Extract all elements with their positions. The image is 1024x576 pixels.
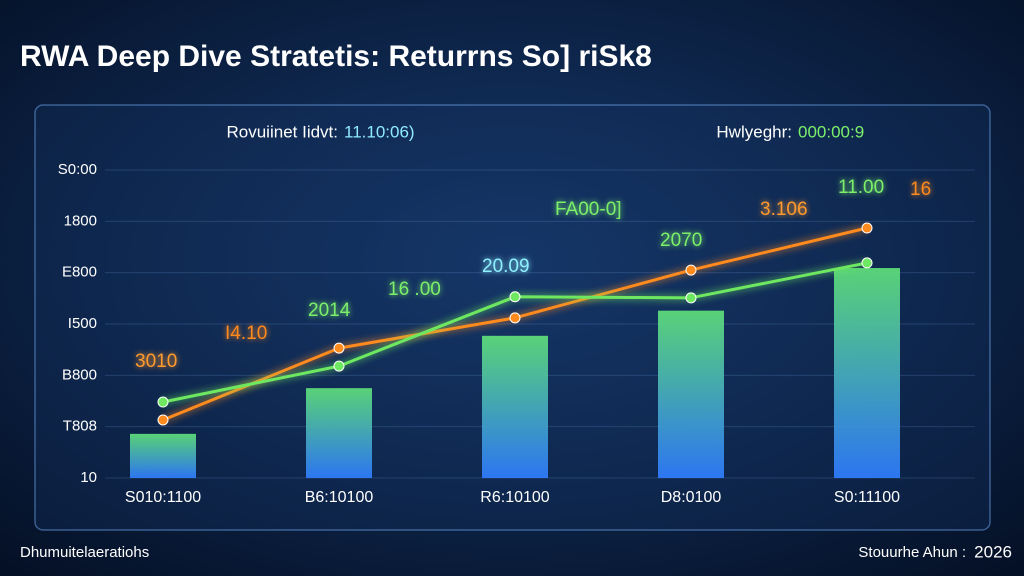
- series-point: [157, 414, 169, 426]
- series-point: [157, 396, 169, 408]
- bar: [482, 335, 548, 478]
- annotation: 3.106: [760, 199, 808, 220]
- annotation: 2070: [660, 230, 702, 251]
- series-point: [685, 264, 697, 276]
- chart-title: RWA Deep Dive Stratetis: Returrns So] ri…: [20, 40, 652, 73]
- footer-left: Dhumuitelaeratiohs: [20, 544, 149, 561]
- x-tick-label: R6:10100: [480, 489, 549, 506]
- series-point: [861, 257, 873, 269]
- series-point: [333, 342, 345, 354]
- bar: [306, 388, 372, 478]
- series-point: [509, 291, 521, 303]
- annotation: FA00-0]: [555, 199, 622, 220]
- bar: [130, 433, 196, 478]
- annotation: 16: [910, 179, 931, 200]
- x-tick-label: D8:0100: [661, 489, 722, 506]
- annotation: 3010: [135, 351, 177, 372]
- annotation: 11.00: [838, 177, 884, 198]
- footer-right-year: 2026: [974, 542, 1012, 561]
- footer-right-label: Stouurhe Ahun :: [858, 544, 966, 561]
- subtitle-left-label: Rovuiinet Iidvt:: [227, 122, 339, 141]
- annotation: 16 .00: [388, 279, 441, 300]
- annotation: 20.09: [482, 256, 530, 277]
- subtitle-left-value: 11.10:06): [344, 122, 415, 141]
- subtitle-right-label: Hwlyeghr:: [716, 122, 792, 141]
- y-tick-label: E800: [62, 264, 97, 281]
- series-point: [685, 292, 697, 304]
- series-point: [509, 312, 521, 324]
- x-tick-label: S010:1100: [125, 489, 201, 506]
- x-tick-label: S0:11100: [834, 489, 900, 506]
- y-tick-label: I500: [68, 315, 97, 332]
- subtitle-right-value: 000:00:9: [798, 122, 864, 141]
- y-tick-label: 10: [80, 469, 97, 486]
- x-tick-label: B6:10100: [305, 489, 374, 506]
- bar: [834, 268, 900, 478]
- y-tick-label: T808: [63, 418, 97, 435]
- series-point: [333, 360, 345, 372]
- y-tick-label: 1800: [64, 212, 97, 229]
- bar: [658, 310, 724, 478]
- y-tick-label: S0:00: [58, 161, 97, 178]
- y-tick-label: B800: [62, 366, 97, 383]
- annotation: 2014: [308, 300, 351, 321]
- series-point: [861, 222, 873, 234]
- annotation: I4.10: [225, 323, 267, 344]
